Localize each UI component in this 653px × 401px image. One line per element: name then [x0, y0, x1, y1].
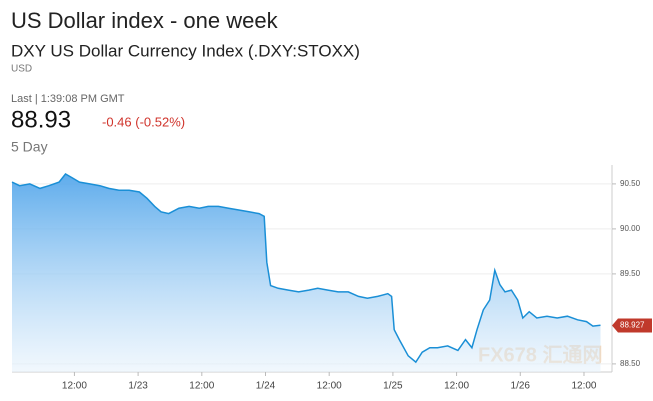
y-tick-label: 88.50	[620, 359, 641, 368]
price: 88.93	[11, 106, 71, 133]
currency: USD	[11, 64, 32, 75]
range: 5 Day	[11, 139, 48, 155]
x-tick-label: 1/26	[511, 381, 531, 392]
y-tick-label: 90.00	[620, 224, 641, 233]
y-tick-label: 90.50	[620, 179, 641, 188]
x-tick-label: 12:00	[189, 381, 214, 392]
x-tick-label: 12:00	[317, 381, 342, 392]
price-tag	[612, 318, 652, 333]
x-tick-label: 12:00	[444, 381, 469, 392]
x-tick-label: 1/25	[383, 381, 403, 392]
area	[12, 174, 601, 372]
x-tick-label: 12:00	[62, 381, 87, 392]
y-tick-label: 89.50	[620, 269, 641, 278]
x-tick-label: 12:00	[571, 381, 596, 392]
x-tick-label: 1/23	[128, 381, 148, 392]
last-time: Last | 1:39:08 PM GMT	[11, 93, 125, 105]
change: -0.46 (-0.52%)	[102, 114, 185, 129]
price-tag-label: 88.927	[620, 321, 645, 330]
title: US Dollar index - one week	[11, 8, 279, 33]
line	[11, 173, 601, 364]
subtitle: DXY US Dollar Currency Index (.DXY:STOXX…	[11, 41, 360, 60]
x-tick-label: 1/24	[256, 381, 276, 392]
